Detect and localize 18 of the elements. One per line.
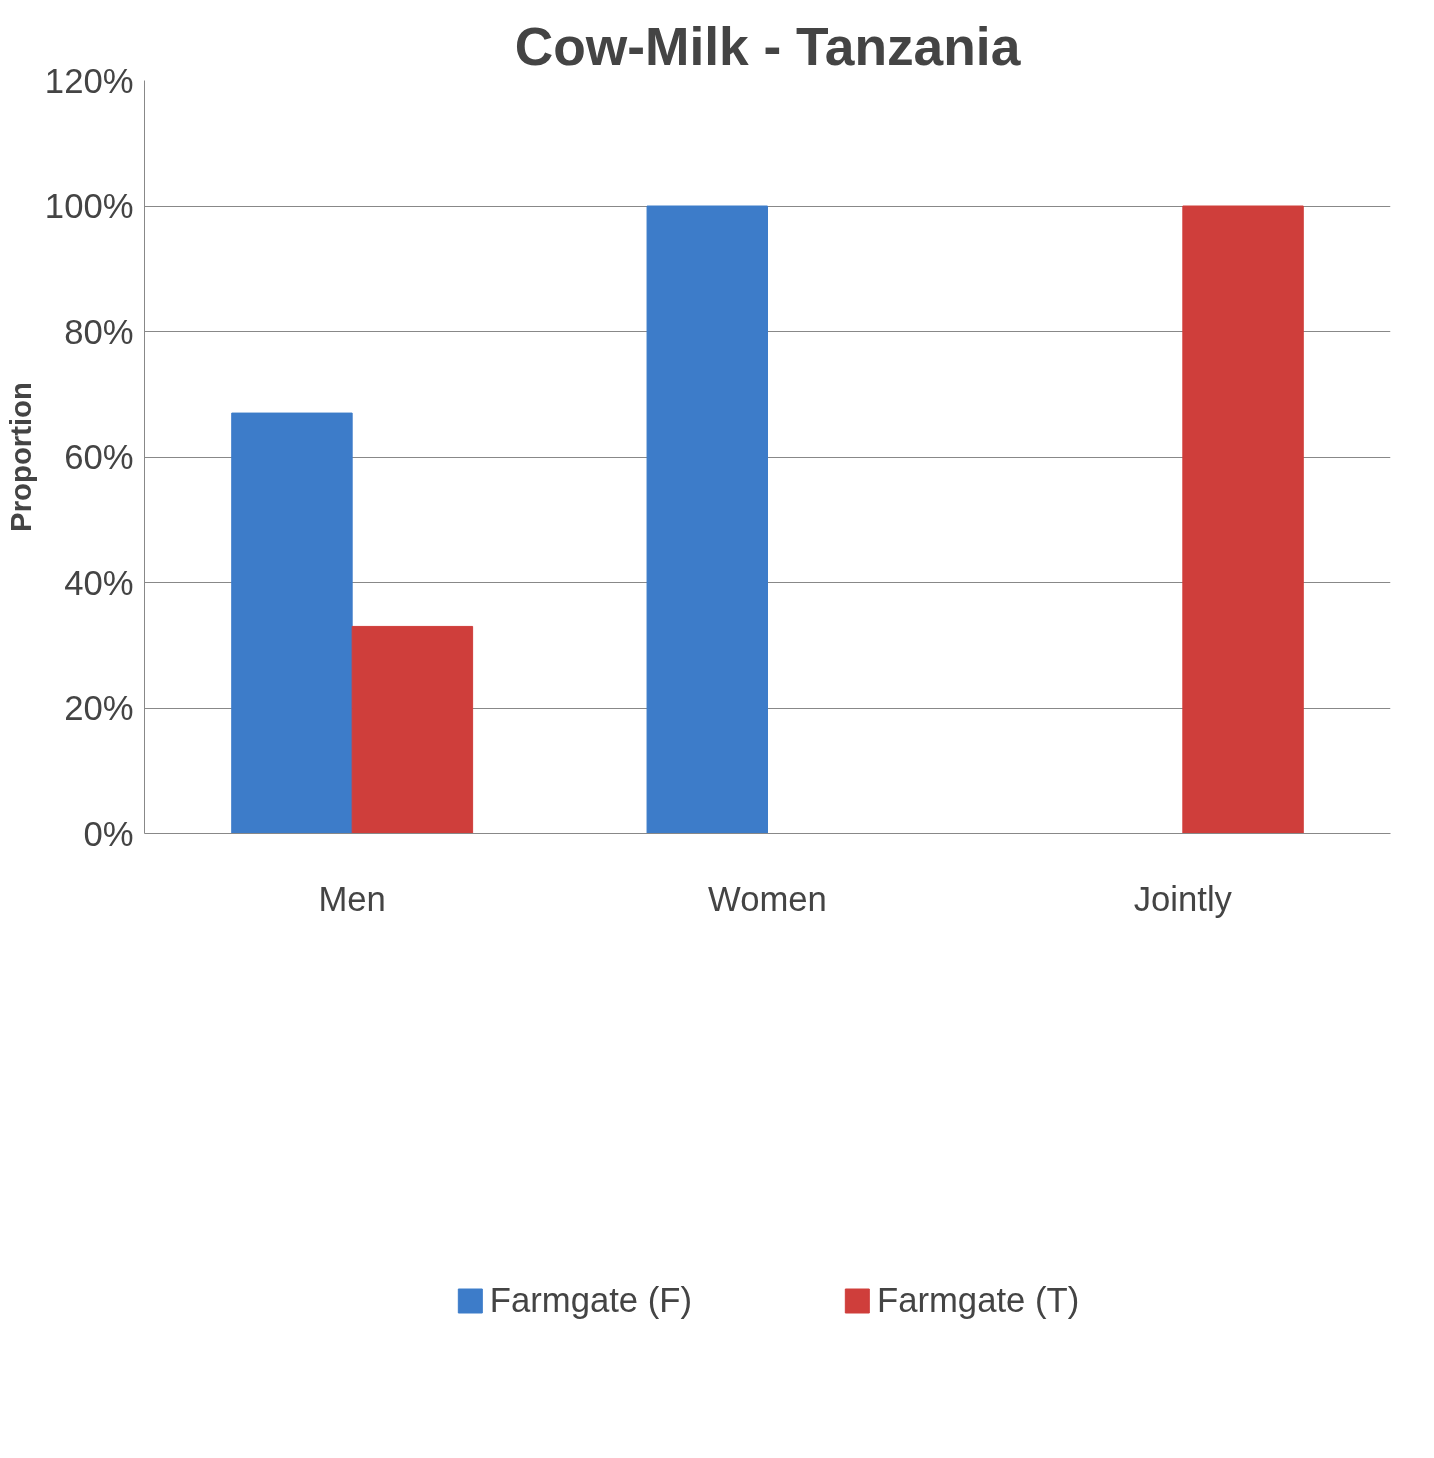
y-tick-label: 60% (64, 438, 134, 476)
y-tick-label: 0% (83, 814, 134, 853)
bar (351, 625, 474, 834)
y-tick-label: 40% (64, 563, 134, 602)
y-tick-label: 20% (64, 689, 134, 727)
y-axis-title: Proportion (3, 382, 37, 532)
x-tick-label: Men (318, 879, 386, 918)
x-tick-label: Women (708, 879, 827, 918)
bar (1182, 205, 1304, 834)
bar (231, 412, 353, 834)
x-tick-label: Jointly (1133, 879, 1233, 918)
chart-title: Cow-Milk - Tanzania (514, 16, 1021, 76)
y-tick-label: 80% (64, 312, 134, 351)
bar (646, 205, 768, 834)
y-tick-label: 120% (44, 61, 134, 100)
legend-label: Farmgate (F) (489, 1280, 692, 1320)
y-tick-label: 100% (44, 187, 134, 225)
legend-label: Farmgate (T) (877, 1280, 1080, 1320)
